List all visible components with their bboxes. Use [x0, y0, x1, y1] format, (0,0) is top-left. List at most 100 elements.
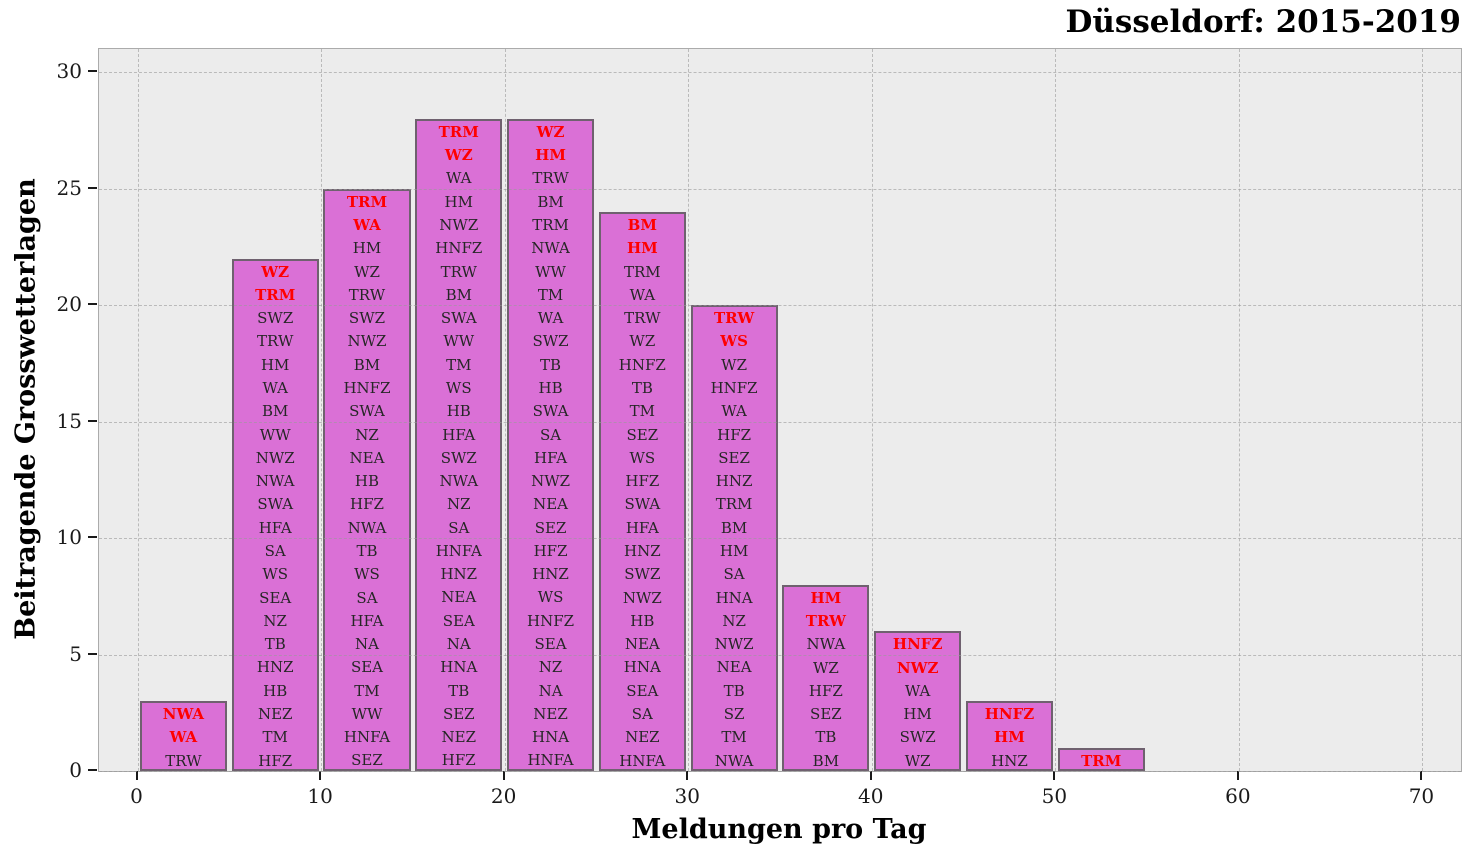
bar-label: HNA	[532, 728, 570, 747]
bar-label: WW	[535, 262, 566, 281]
bar-label: WS	[629, 448, 656, 467]
x-tick-label-70: 70	[1408, 784, 1435, 808]
gridline-x-70	[1422, 49, 1424, 771]
bar-label-highlight: WZ	[536, 122, 565, 141]
bar-label: SEA	[350, 658, 384, 677]
bar-label: HFA	[534, 448, 568, 467]
bar-label: NEA	[349, 448, 385, 467]
bar-label: HFZ	[350, 495, 384, 514]
bar-label-highlight: TRM	[1081, 751, 1122, 770]
bar-label: NZ	[446, 495, 471, 514]
bar-label: HB	[538, 378, 563, 397]
bar-label: SWA	[532, 402, 569, 421]
bar-label: TRW	[624, 309, 661, 328]
bar-label: SA	[539, 425, 562, 444]
bar-label: HFZ	[717, 425, 752, 444]
bar-label: HNFZ	[527, 611, 575, 630]
bar-label: NWA	[806, 635, 846, 654]
bar-label: TB	[448, 681, 470, 700]
bar-label: SWA	[349, 402, 385, 421]
y-tick-label-5: 5	[69, 641, 82, 666]
bar-label-highlight: HM	[535, 146, 566, 165]
bar-label: HB	[446, 402, 471, 421]
y-tick-20	[88, 303, 97, 306]
bar-label: NWZ	[531, 472, 571, 491]
x-tick-label-60: 60	[1225, 784, 1251, 808]
bar-label: HNZ	[624, 541, 661, 560]
bar-label: TRW	[440, 262, 477, 281]
bar-label: SEA	[626, 681, 659, 700]
bar-label-highlight: WS	[720, 332, 748, 351]
bar-label: NZ	[538, 658, 563, 677]
gridline-y-20	[99, 305, 1461, 307]
bar-label: HNA	[623, 658, 661, 677]
bar-label: SWA	[624, 495, 661, 514]
bar-label: NWA	[255, 472, 295, 491]
y-tick-label-25: 25	[56, 175, 82, 200]
bar-label: HNFZ	[710, 379, 758, 398]
bar-label: NWZ	[255, 448, 295, 467]
bar-label: TB	[723, 681, 745, 700]
bar-label: NWZ	[347, 332, 387, 351]
gridline-y-15	[99, 421, 1461, 423]
bar-label: TB	[815, 728, 837, 747]
bar-label: SWZ	[348, 309, 386, 328]
x-tick-70	[1420, 771, 1423, 780]
bar-label: SZ	[723, 704, 745, 723]
bar-label: BM	[353, 355, 381, 374]
gridline-y-30	[99, 72, 1461, 74]
y-tick-10	[88, 536, 97, 539]
bar-label: NEA	[441, 588, 477, 607]
bar-label-highlight: WZ	[444, 146, 473, 165]
x-tick-40	[869, 771, 872, 780]
x-axis-title: Meldungen pro Tag	[631, 814, 927, 845]
bar-label: SA	[631, 704, 653, 723]
x-tick-label-0: 0	[130, 784, 143, 808]
x-tick-0	[135, 771, 138, 780]
bar-label: NZ	[355, 425, 379, 444]
bar-label: TRW	[348, 285, 386, 304]
y-tick-0	[88, 769, 97, 771]
y-tick-label-10: 10	[56, 525, 82, 550]
bar-label-highlight: TRW	[805, 611, 846, 630]
bar-label: HNFZ	[618, 355, 666, 374]
bar-label: NEZ	[441, 728, 477, 747]
bar-label: NZ	[722, 611, 746, 630]
bar-label: HNFA	[619, 751, 666, 770]
bar-label-highlight: HNFZ	[892, 635, 943, 654]
gridline-x-40	[871, 49, 873, 771]
bar-label: HNFZ	[435, 239, 483, 258]
bar-label: WW	[351, 704, 383, 723]
bar-label: SEA	[534, 635, 567, 654]
bar-label: HFA	[258, 518, 292, 537]
gridline-x-60	[1238, 49, 1240, 771]
bar-label: HM	[444, 192, 473, 211]
bar-label-highlight: HNFZ	[984, 705, 1035, 724]
bar-label: WA	[262, 379, 288, 398]
bar-label: TRW	[532, 169, 569, 188]
bar-22.5: WZ HM TRW BM TRM NWA WW TM WA SWZ TB HB SWA SA HFA NWZ N…	[506, 118, 595, 771]
bar-label: HNZ	[715, 472, 753, 491]
bar-label: SWZ	[257, 309, 294, 328]
bar-label: TM	[262, 728, 288, 747]
bar-label: HFZ	[258, 751, 293, 770]
bar-32.5: TRW WS WZ HNFZ WA HFZ SEZ HNZ TRM BM HM SA HNA NZ NWZ N…	[690, 305, 778, 771]
bar-label-highlight: TRW	[714, 309, 755, 328]
gridline-y-10	[99, 538, 1461, 540]
x-tick-30	[686, 771, 689, 780]
bar-label: NEA	[716, 658, 752, 677]
bar-7.5: WZ TRM SWZ TRW HM WA BM WW NWZ NWA SWA HFA SA WS SEA NZ…	[231, 258, 319, 771]
bar-label: TRW	[257, 332, 294, 351]
bar-label: SA	[264, 541, 286, 560]
bar-label: WZ	[721, 355, 748, 374]
chart-title: Düsseldorf: 2015-2019	[1065, 4, 1461, 40]
bar-label: NZ	[263, 611, 287, 630]
bar-label: WS	[445, 378, 472, 397]
bar-label: NWA	[347, 518, 387, 537]
bar-label: NWZ	[439, 215, 479, 234]
bar-label: WA	[721, 402, 747, 421]
bar-label: NWA	[439, 472, 479, 491]
bar-label: SEZ	[442, 704, 475, 723]
bar-label: WA	[629, 285, 656, 304]
